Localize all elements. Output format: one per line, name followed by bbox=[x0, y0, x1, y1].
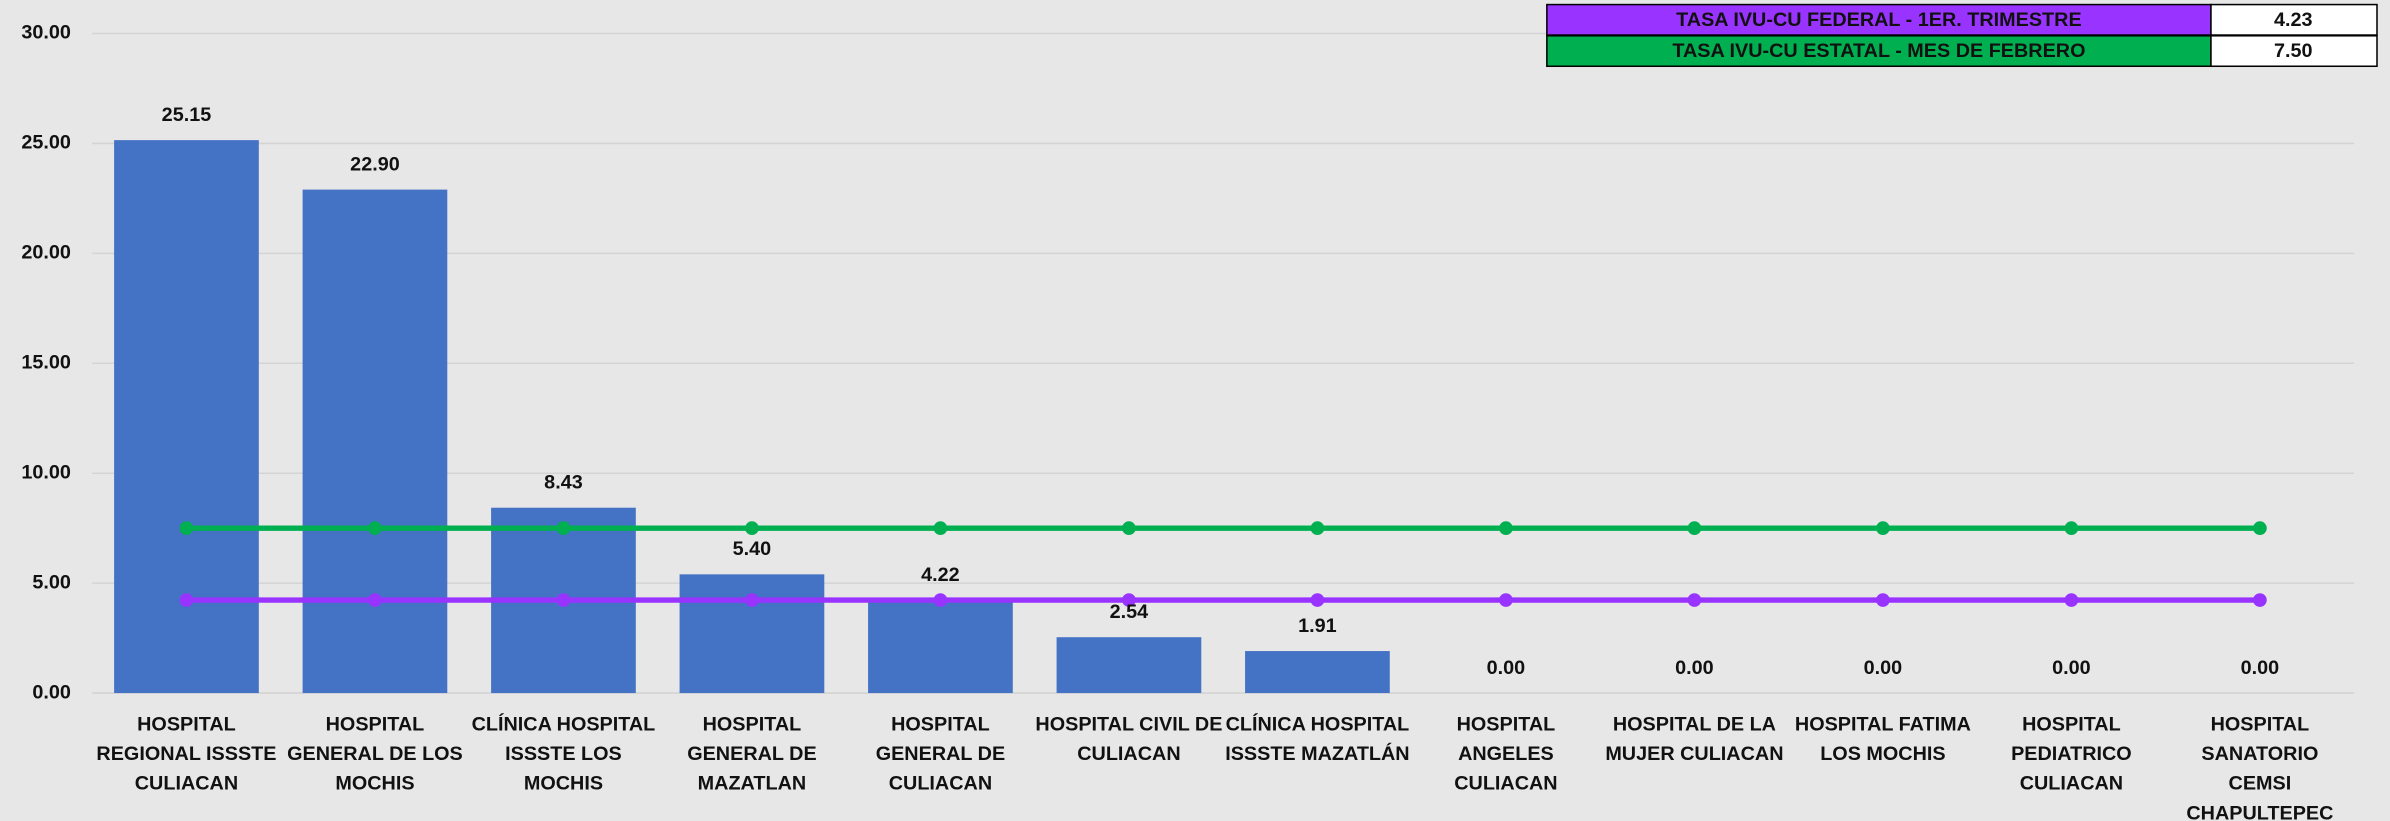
x-tick-label: MUJER CULIACAN bbox=[1605, 743, 1783, 765]
rate-marker bbox=[933, 521, 948, 536]
rate-marker bbox=[1876, 521, 1890, 536]
data-label: 0.00 bbox=[1487, 657, 1526, 679]
rate-marker bbox=[556, 593, 571, 607]
x-tick-label: MAZATLAN bbox=[698, 773, 807, 795]
bar bbox=[1245, 651, 1390, 694]
rate-marker bbox=[2064, 521, 2079, 536]
x-tick-label: HOSPITAL bbox=[703, 713, 802, 735]
rate-marker bbox=[933, 593, 948, 607]
x-tick-label: CULIACAN bbox=[1077, 743, 1180, 765]
x-tick-label: HOSPITAL DE LA bbox=[1613, 713, 1776, 735]
data-label: 0.00 bbox=[1864, 657, 1903, 679]
rate-marker bbox=[745, 593, 759, 607]
y-tick-label: 0.00 bbox=[32, 681, 71, 703]
legend-value-cell bbox=[2210, 3, 2378, 36]
rate-marker bbox=[1122, 521, 1136, 536]
bar bbox=[1056, 637, 1202, 694]
data-label: 0.00 bbox=[2241, 657, 2280, 679]
rate-marker bbox=[1122, 593, 1136, 607]
legend-value: 7.50 bbox=[2274, 40, 2313, 62]
x-tick-label: HOSPITAL bbox=[326, 713, 425, 735]
x-tick-label: ANGELES bbox=[1458, 743, 1554, 765]
x-tick-label: GENERAL DE bbox=[876, 743, 1005, 765]
x-tick-label: HOSPITAL bbox=[891, 713, 990, 735]
x-tick-label: LOS MOCHIS bbox=[1820, 743, 1945, 765]
rate-marker bbox=[2064, 593, 2079, 607]
x-tick-label: CLÍNICA HOSPITAL bbox=[1226, 712, 1410, 735]
legend-value: 4.23 bbox=[2274, 9, 2313, 31]
y-tick-label: 15.00 bbox=[21, 352, 71, 374]
x-tick-label: SANATORIO bbox=[2201, 743, 2318, 765]
x-tick-label: HOSPITAL bbox=[2022, 713, 2121, 735]
y-tick-label: 20.00 bbox=[21, 242, 71, 264]
x-tick-label: CULIACAN bbox=[2020, 773, 2123, 795]
data-label: 0.00 bbox=[1675, 657, 1714, 679]
x-tick-label: MOCHIS bbox=[335, 773, 414, 795]
data-label: 0.00 bbox=[2052, 657, 2091, 679]
x-tick-label: CHAPULTEPEC bbox=[2186, 802, 2333, 821]
rate-marker bbox=[2253, 593, 2267, 607]
data-label: 5.40 bbox=[733, 538, 772, 560]
rate-marker bbox=[179, 593, 194, 607]
data-label: 4.22 bbox=[921, 564, 960, 586]
rate-marker bbox=[179, 521, 194, 536]
data-label: 22.90 bbox=[350, 153, 400, 175]
data-label: 8.43 bbox=[544, 472, 583, 494]
x-tick-label: HOSPITAL FATIMA bbox=[1795, 713, 1971, 735]
rate-marker bbox=[1687, 593, 1702, 607]
data-label: 2.54 bbox=[1110, 601, 1149, 623]
rate-marker bbox=[368, 593, 382, 607]
y-tick-label: 25.00 bbox=[21, 132, 71, 154]
x-tick-label: GENERAL DE bbox=[687, 743, 816, 765]
rate-marker bbox=[1310, 521, 1325, 536]
rate-marker bbox=[1499, 521, 1513, 536]
y-tick-label: 5.00 bbox=[32, 571, 71, 593]
x-tick-label: GENERAL DE LOS bbox=[287, 743, 463, 765]
rate-marker bbox=[556, 521, 571, 536]
x-tick-label: PEDIATRICO bbox=[2011, 743, 2132, 765]
legend-label: TASA IVU-CU ESTATAL - MES DE FEBRERO bbox=[1672, 40, 2085, 62]
data-label: 1.91 bbox=[1298, 615, 1337, 637]
y-tick-label: 30.00 bbox=[21, 22, 71, 44]
bar bbox=[679, 574, 825, 694]
y-tick-label: 10.00 bbox=[21, 461, 71, 483]
rate-marker bbox=[2253, 521, 2267, 536]
rate-marker bbox=[1310, 593, 1325, 607]
rate-marker bbox=[1687, 521, 1702, 536]
bar bbox=[868, 600, 1013, 694]
x-tick-label: CULIACAN bbox=[1454, 773, 1557, 795]
data-label: 25.15 bbox=[162, 104, 212, 126]
x-tick-label: ISSSTE MAZATLÁN bbox=[1225, 742, 1409, 765]
x-tick-label: CULIACAN bbox=[135, 773, 238, 795]
legend-value-cell bbox=[2210, 35, 2378, 68]
x-tick-label: HOSPITAL bbox=[137, 713, 236, 735]
x-tick-label: HOSPITAL bbox=[2211, 713, 2310, 735]
x-tick-label: REGIONAL ISSSTE bbox=[96, 743, 276, 765]
x-tick-label: CLÍNICA HOSPITAL bbox=[472, 712, 656, 735]
x-tick-label: CEMSI bbox=[2229, 773, 2292, 795]
rate-marker bbox=[368, 521, 382, 536]
x-tick-label: MOCHIS bbox=[524, 773, 603, 795]
legend-label: TASA IVU-CU FEDERAL - 1ER. TRIMESTRE bbox=[1676, 9, 2081, 31]
x-tick-label: CULIACAN bbox=[889, 773, 992, 795]
bar bbox=[302, 189, 448, 694]
x-tick-label: HOSPITAL CIVIL DE bbox=[1035, 713, 1222, 735]
x-tick-label: HOSPITAL bbox=[1457, 713, 1556, 735]
rate-marker bbox=[745, 521, 759, 536]
rate-marker bbox=[1499, 593, 1513, 607]
x-tick-label: ISSSTE LOS bbox=[505, 743, 622, 765]
rate-marker bbox=[1876, 593, 1890, 607]
bar bbox=[114, 140, 259, 694]
